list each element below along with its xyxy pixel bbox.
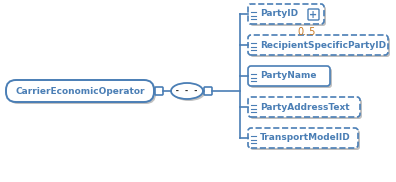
FancyBboxPatch shape <box>248 66 330 86</box>
Text: 0..5: 0..5 <box>298 27 316 37</box>
Text: RecipientSpecificPartyID: RecipientSpecificPartyID <box>260 41 386 50</box>
FancyBboxPatch shape <box>250 6 326 26</box>
FancyBboxPatch shape <box>308 9 319 20</box>
Text: CarrierEconomicOperator: CarrierEconomicOperator <box>15 86 145 96</box>
FancyBboxPatch shape <box>204 87 212 95</box>
Text: TransportModelID: TransportModelID <box>260 134 351 143</box>
FancyBboxPatch shape <box>248 128 358 148</box>
FancyBboxPatch shape <box>6 80 154 102</box>
Text: PartyID: PartyID <box>260 9 298 19</box>
FancyBboxPatch shape <box>248 35 388 55</box>
FancyBboxPatch shape <box>250 68 332 88</box>
Text: +: + <box>309 9 318 19</box>
FancyBboxPatch shape <box>155 87 163 95</box>
Ellipse shape <box>171 83 203 99</box>
FancyBboxPatch shape <box>250 37 390 57</box>
FancyBboxPatch shape <box>8 82 156 104</box>
FancyBboxPatch shape <box>248 97 360 117</box>
Text: PartyName: PartyName <box>260 72 316 80</box>
Ellipse shape <box>173 85 205 101</box>
Text: - - -: - - - <box>175 86 198 95</box>
FancyBboxPatch shape <box>250 99 362 119</box>
Text: PartyAddressText: PartyAddressText <box>260 102 350 112</box>
FancyBboxPatch shape <box>248 4 324 24</box>
FancyBboxPatch shape <box>250 130 360 150</box>
